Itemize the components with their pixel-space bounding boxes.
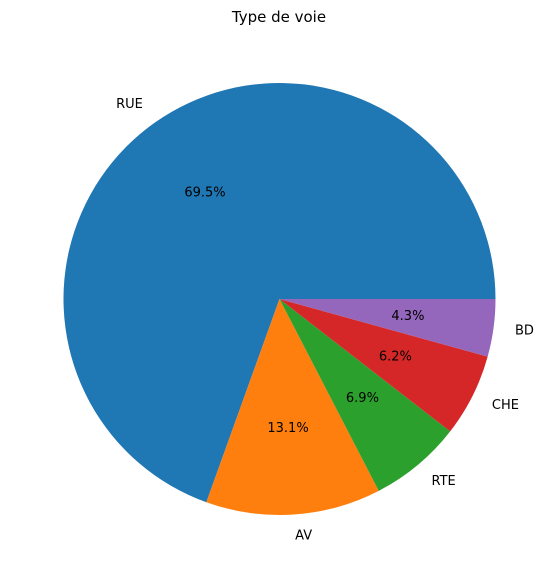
percent-labels: 69.5% 13.1% 6.9% 6.2% 4.3% [184,185,424,435]
slice-label-che: CHE [492,398,519,413]
pie-slice-rte [279,299,451,491]
slice-label-av: AV [295,529,312,544]
slice-label-bd: BD [515,324,534,339]
pie-slice-av [206,299,379,516]
chart-title: Type de voie [231,8,326,26]
pie-slice-che [279,299,488,432]
pie-slices [63,83,496,516]
percent-label-che: 6.2% [379,350,412,365]
percent-label-av: 13.1% [267,421,308,436]
pie-slice-rue [63,83,496,503]
slice-label-rte: RTE [432,474,456,489]
percent-label-rte: 6.9% [346,391,379,406]
slice-label-rue: RUE [116,97,143,112]
pie-slice-bd [279,299,496,357]
slice-labels: RUE AV RTE CHE BD [116,97,534,543]
percent-label-rue: 69.5% [184,185,225,200]
percent-label-bd: 4.3% [391,309,424,324]
